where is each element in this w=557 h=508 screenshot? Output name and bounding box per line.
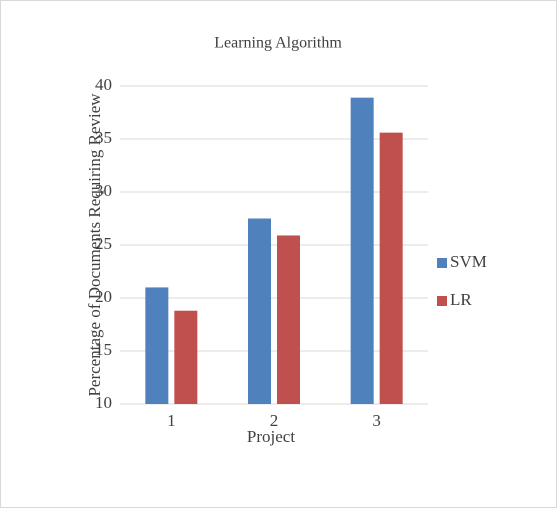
legend-swatch — [437, 258, 447, 268]
y-tick-label: 20 — [95, 287, 112, 306]
bar — [248, 218, 271, 404]
bar — [350, 97, 374, 404]
y-tick-label: 30 — [95, 181, 112, 200]
y-axis-label: Percentage of Documents Requiring Review — [85, 93, 104, 397]
y-tick-label: 15 — [95, 340, 112, 359]
legend-label: SVM — [450, 252, 487, 271]
chart-title: Learning Algorithm — [214, 35, 342, 52]
legend-label: LR — [450, 290, 472, 309]
y-tick-label: 40 — [95, 75, 112, 94]
bar — [379, 132, 403, 404]
x-tick-label: 3 — [372, 411, 381, 430]
bar — [277, 235, 300, 404]
bar — [145, 287, 169, 404]
y-tick-label: 25 — [95, 234, 112, 253]
x-tick-label: 1 — [167, 411, 176, 430]
y-tick-label: 10 — [95, 393, 112, 412]
x-axis-label: Project — [247, 427, 295, 446]
bar — [174, 310, 198, 404]
y-tick-label: 35 — [95, 128, 112, 147]
legend-swatch — [437, 296, 447, 306]
x-tick-label: 2 — [270, 411, 279, 430]
